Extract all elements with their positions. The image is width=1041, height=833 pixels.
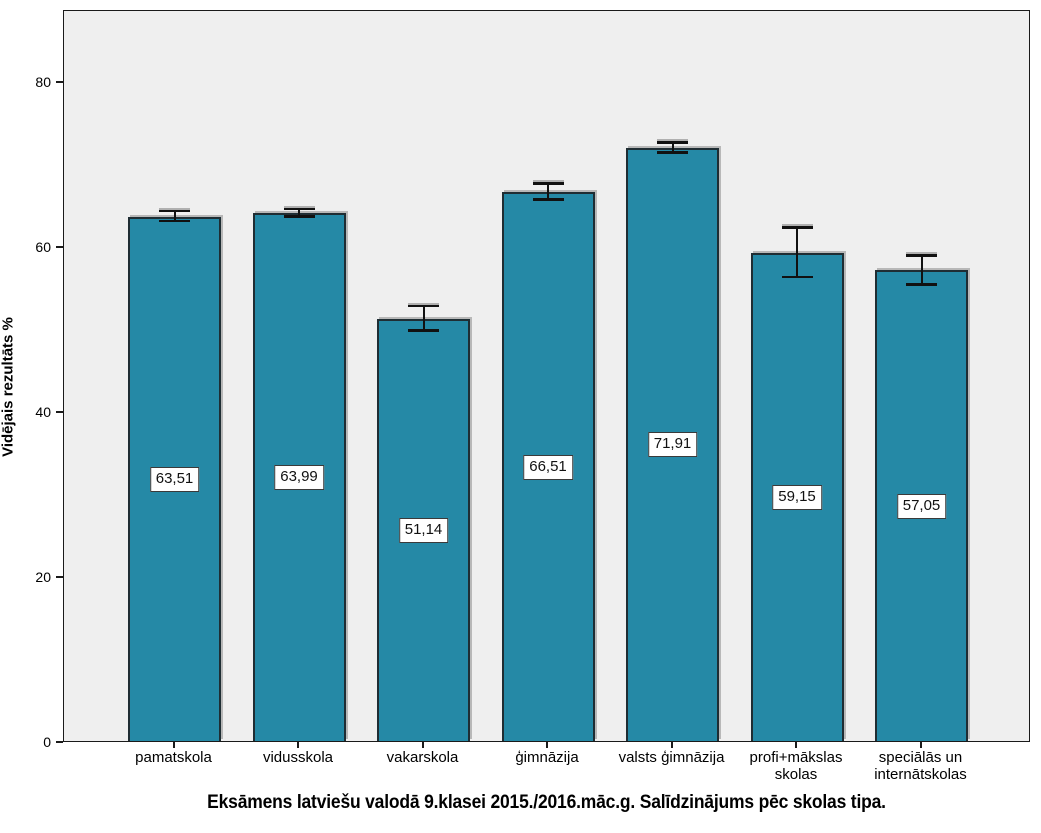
y-tick-label: 60 bbox=[35, 238, 51, 255]
error-bar-cap-upper bbox=[283, 207, 315, 211]
x-tick-mark bbox=[795, 742, 797, 748]
error-bar-line bbox=[547, 183, 549, 200]
error-bar-cap-lower bbox=[781, 275, 813, 279]
error-bar-cap-upper bbox=[532, 182, 564, 185]
error-bar-line bbox=[796, 227, 798, 278]
y-tick-label: 80 bbox=[35, 73, 51, 90]
x-tick-mark bbox=[172, 742, 175, 748]
error-bar-line bbox=[173, 211, 176, 222]
y-tick-label: 0 bbox=[43, 734, 51, 750]
error-bar-line bbox=[920, 255, 923, 285]
error-bar-cap-upper bbox=[408, 304, 439, 308]
y-axis-label: Vidējais rezultāts % bbox=[0, 317, 17, 457]
bar-value-label: 57,05 bbox=[896, 493, 947, 519]
error-bar-cap-upper bbox=[657, 141, 688, 144]
y-tick-mark bbox=[56, 575, 63, 578]
bar-value-label: 63,51 bbox=[149, 466, 200, 492]
y-tick-mark bbox=[56, 245, 63, 248]
x-category-label: vakarskola bbox=[386, 749, 459, 766]
error-bar-cap-lower bbox=[408, 329, 439, 332]
error-bar-cap-upper bbox=[781, 226, 813, 229]
x-tick-mark bbox=[297, 742, 299, 748]
bar-value-label: 63,99 bbox=[274, 464, 324, 490]
y-tick-mark bbox=[56, 741, 63, 743]
error-bar-line bbox=[671, 142, 674, 153]
x-tick-mark bbox=[546, 742, 548, 748]
y-tick-mark bbox=[56, 80, 63, 83]
error-bar-cap-lower bbox=[159, 219, 190, 223]
x-category-label: ģimnāzija bbox=[515, 749, 579, 766]
error-bar-cap-lower bbox=[532, 198, 564, 201]
x-category-label: valsts ģimnāzija bbox=[618, 749, 725, 766]
bar-value-label: 51,14 bbox=[398, 517, 449, 543]
error-bar-cap-upper bbox=[906, 254, 937, 257]
error-bar-line bbox=[298, 209, 300, 217]
error-bar-cap-lower bbox=[657, 151, 688, 154]
y-tick-mark bbox=[56, 410, 63, 413]
bar-value-label: 66,51 bbox=[523, 454, 573, 480]
y-tick-label: 40 bbox=[35, 403, 51, 420]
bar-value-label: 59,15 bbox=[772, 484, 822, 510]
error-bar-cap-lower bbox=[283, 215, 315, 218]
bar-4 bbox=[501, 192, 595, 741]
x-category-label: vidusskola bbox=[262, 749, 334, 766]
bar-value-label: 71,91 bbox=[647, 432, 698, 458]
y-tick-label: 20 bbox=[35, 568, 51, 585]
error-bar-line bbox=[422, 306, 425, 331]
x-tick-mark bbox=[919, 742, 922, 748]
x-category-label: pamatskola bbox=[135, 749, 212, 766]
plot-area: Vidējais rezultāts % 63,51 63,99 51,14 66,5… bbox=[0, 10, 1030, 742]
chart-title: Eksāmens latviešu valodā 9.klasei 2015./… bbox=[207, 792, 886, 813]
x-tick-mark bbox=[670, 742, 673, 748]
x-category-label: speciālās un internātskolas bbox=[874, 749, 967, 783]
error-bar-cap-lower bbox=[906, 283, 937, 286]
x-category-label: profi+mākslas skolas bbox=[749, 749, 843, 783]
error-bar-cap-upper bbox=[159, 209, 190, 213]
x-tick-mark bbox=[421, 742, 424, 748]
